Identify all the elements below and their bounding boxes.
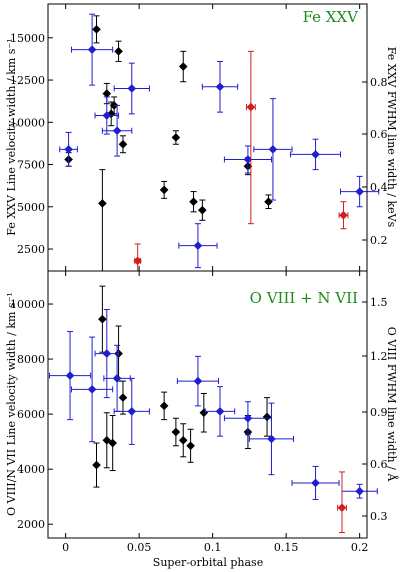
y-tick-label-left: 2500	[17, 243, 45, 256]
data-point	[114, 47, 123, 56]
data-point	[311, 478, 320, 488]
data-point	[92, 460, 101, 470]
y-tick-label-left: 8000	[17, 353, 45, 366]
data-point	[102, 349, 112, 358]
data-point	[118, 139, 128, 149]
y-tick-label-left: 10000	[10, 298, 45, 311]
axes-oviii-nvii: 2000 4000 6000 8000 10000 0.3 0.6 0.9 1.2 1.5	[10, 271, 388, 538]
x-axis: 0 0.05 0.1 0.15 0.2	[62, 541, 368, 554]
panel-oviii-nvii: 2000 4000 6000 8000 10000 0.3 0.6 0.9 1.2 1.5 O V…	[5, 270, 399, 539]
y-label-left-oviii-nvii: O VIII/N VII Line velocity width / km s⁻…	[5, 292, 18, 516]
y-tick-label-left: 4000	[17, 463, 45, 476]
data-layer-oviii-nvii	[48, 285, 378, 533]
data-layer-fe-xxv	[59, 13, 380, 271]
data-point	[189, 197, 198, 207]
data-point	[102, 435, 112, 445]
data-point	[355, 486, 364, 496]
data-point	[198, 205, 207, 215]
data-point	[178, 435, 188, 445]
data-point	[311, 150, 320, 159]
y-tick-label-right: 1.5	[370, 296, 388, 309]
data-point	[215, 82, 225, 92]
data-point	[199, 408, 209, 418]
data-point	[262, 412, 272, 422]
data-point	[102, 89, 112, 98]
data-point	[215, 407, 225, 416]
data-point	[133, 256, 142, 266]
y-tick-label-right: 0.2	[370, 234, 388, 247]
panel-title-fe-xxv: Fe XXV	[303, 8, 360, 26]
y-tick-label-right: 0.8	[370, 76, 388, 89]
x-tick-label: 0.2	[351, 541, 369, 554]
data-point	[178, 62, 188, 71]
data-point	[186, 441, 195, 451]
data-point	[171, 133, 181, 142]
data-point	[98, 314, 107, 324]
x-axis-label: Super-orbital phase	[153, 556, 263, 569]
data-point	[112, 126, 122, 136]
data-point	[118, 393, 128, 402]
data-point	[193, 376, 203, 386]
x-tick-label: 0	[62, 541, 69, 554]
y-tick-label-left: 2000	[17, 518, 45, 531]
data-point	[268, 145, 278, 154]
y-label-right-fe-xxv: Fe XXV FWHM line width / keVs	[385, 47, 398, 228]
x-tick-label: 0.15	[274, 541, 299, 554]
data-point	[171, 427, 181, 437]
x-tick-label: 0.05	[127, 541, 152, 554]
data-point	[193, 241, 203, 250]
panel-title-oviii-nvii: O VIII + N VII	[250, 289, 358, 307]
y-tick-label-left: 10000	[10, 116, 45, 129]
data-point	[98, 199, 107, 208]
y-tick-label-left: 7500	[17, 159, 45, 172]
y-tick-label-right: 0.3	[370, 510, 388, 523]
y-tick-label-left: 15000	[10, 32, 45, 45]
y-label-left-fe-xxv: Fe XXV Line velocity width / km s⁻¹	[5, 38, 18, 235]
data-point	[102, 111, 112, 120]
data-point	[243, 413, 253, 423]
plot-frame-fe-xxv	[47, 3, 368, 272]
data-point	[127, 84, 137, 93]
y-tick-label-right: 1.2	[370, 350, 388, 363]
y-tick-label-left: 5000	[17, 201, 45, 214]
panel-fe-xxv: 2500500075001000012500150000.20.40.60.8 …	[5, 3, 398, 272]
data-point	[246, 102, 256, 112]
axes-fe-xxv: 2500 5000 7500 10000 12500 15000 0.2 0.4 0.6 0.8	[10, 4, 388, 271]
data-point	[267, 434, 276, 444]
y-tick-label-left: 12500	[10, 74, 45, 87]
data-point	[87, 385, 97, 394]
y-tick-label-left: 6000	[17, 408, 45, 421]
data-point	[65, 371, 75, 380]
data-point	[264, 197, 273, 207]
data-point	[112, 374, 122, 383]
data-point	[159, 401, 169, 411]
y-tick-label-right: 0.6	[370, 458, 388, 471]
data-point	[108, 438, 117, 448]
data-point	[64, 145, 73, 154]
data-point	[92, 25, 101, 34]
y-tick-label-right: 0.6	[370, 128, 388, 141]
data-point	[337, 503, 347, 513]
data-point	[339, 210, 348, 220]
data-point	[243, 155, 253, 164]
data-point	[159, 185, 169, 195]
data-point	[127, 407, 137, 416]
data-point	[355, 187, 364, 196]
plot-frame-oviii-nvii	[47, 270, 368, 539]
y-label-right-oviii-nvii: O VIII FWHM line width / Å	[385, 327, 399, 483]
y-tick-label-right: 0.4	[370, 181, 388, 194]
data-point	[87, 45, 97, 54]
x-tick-label: 0.1	[204, 541, 222, 554]
y-tick-label-right: 0.9	[370, 406, 388, 419]
